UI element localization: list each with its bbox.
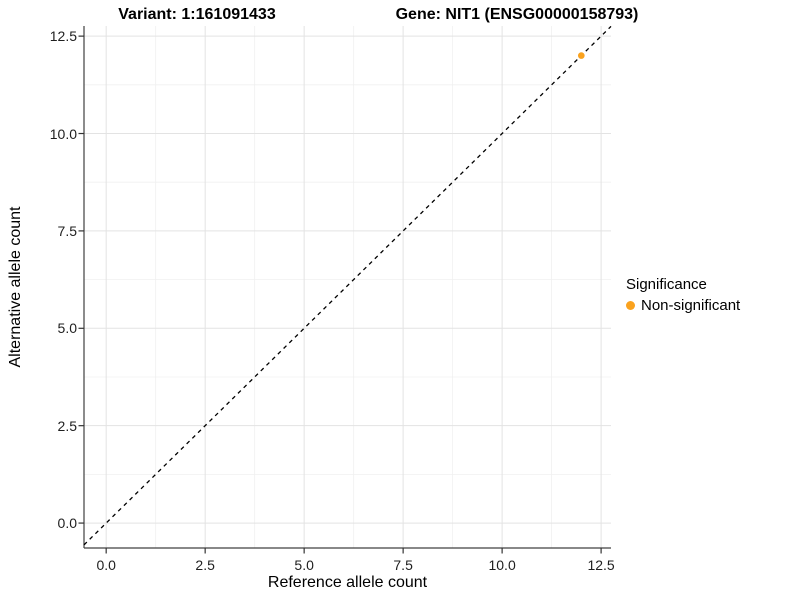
- x-tick-label: 12.5: [587, 557, 615, 573]
- y-tick-label: 7.5: [57, 222, 77, 239]
- y-tick-label: 0.0: [57, 515, 77, 532]
- x-tick-label: 0.0: [96, 557, 116, 573]
- gene-title: Gene: NIT1 (ENSG00000158793): [395, 6, 639, 23]
- x-tick-label: 7.5: [393, 557, 413, 573]
- legend-point-icon: [626, 301, 635, 310]
- y-tick-label: 5.0: [57, 320, 77, 337]
- y-axis-title: Alternative allele count: [7, 206, 24, 368]
- legend-item: Non-significant: [626, 297, 740, 314]
- variant-title: Variant: 1:161091433: [118, 6, 276, 23]
- identity-reference-line: [83, 25, 612, 546]
- legend: Significance Non-significant: [626, 276, 740, 314]
- data-point: [578, 52, 585, 59]
- x-tick-label: 10.0: [488, 557, 516, 573]
- legend-item-label: Non-significant: [641, 297, 741, 314]
- x-axis-title: Reference allele count: [267, 574, 428, 591]
- y-tick-label: 2.5: [57, 417, 77, 434]
- x-tick-label: 5.0: [294, 557, 314, 573]
- y-tick-label: 10.0: [49, 125, 77, 142]
- y-tick-label: 12.5: [49, 28, 77, 45]
- x-tick-label: 2.5: [195, 557, 215, 573]
- legend-title: Significance: [626, 276, 707, 293]
